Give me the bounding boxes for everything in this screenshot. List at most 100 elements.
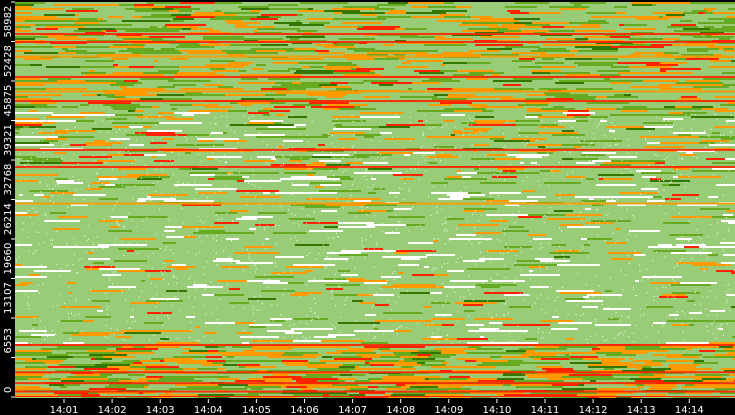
heatmap-cell: [197, 146, 239, 148]
heatmap-cell: [194, 12, 224, 14]
heatmap-cell: [688, 4, 723, 6]
heatmap-cell: [343, 230, 370, 232]
heatmap-cell: [605, 34, 635, 36]
heatmap-cell: [391, 98, 432, 100]
heatmap-cell: [15, 4, 34, 6]
heatmap-cell: [475, 44, 482, 46]
heatmap-cell: [135, 284, 155, 286]
heatmap-cell: [419, 84, 462, 86]
heatmap-cell: [293, 262, 299, 264]
heatmap-cell: [312, 162, 324, 164]
heatmap-cell: [198, 240, 241, 242]
heatmap-cell: [679, 38, 704, 40]
heatmap-cell: [191, 152, 219, 154]
heatmap-cell: [305, 106, 311, 108]
heatmap-cell: [727, 52, 735, 54]
heatmap-cell: [91, 212, 123, 214]
heatmap-cell: [673, 182, 695, 184]
heatmap-cell: [284, 254, 327, 256]
heatmap-cell: [382, 60, 406, 62]
heatmap-cell: [249, 200, 260, 202]
heatmap-cell: [55, 122, 61, 124]
heatmap-cell: [310, 182, 342, 184]
heatmap-cell: [125, 158, 164, 160]
heatmap-cell: [610, 122, 643, 124]
heatmap-cell: [700, 192, 715, 194]
heatmap-cell: [286, 54, 292, 56]
heatmap-cell: [152, 8, 173, 10]
heatmap-cell: [245, 308, 279, 310]
heatmap-cell: [128, 172, 159, 174]
heatmap-cell: [275, 10, 298, 12]
heatmap-cell: [375, 48, 412, 50]
heatmap-cell: [510, 282, 545, 284]
heatmap-cell: [247, 24, 289, 26]
heatmap-cell: [72, 122, 112, 124]
heatmap-cell: [688, 280, 702, 282]
heatmap-cell: [131, 70, 158, 72]
heatmap-cell: [529, 266, 545, 268]
heatmap-cell: [164, 182, 188, 184]
heatmap-cell: [222, 6, 238, 8]
heatmap-cell: [434, 146, 454, 148]
heatmap-cell: [25, 20, 36, 22]
heatmap-cell: [665, 160, 688, 162]
heatmap-cell: [135, 160, 154, 162]
heatmap-cell: [552, 14, 568, 16]
heatmap-cell: [356, 68, 384, 70]
heatmap-cell: [315, 130, 343, 132]
heatmap-cell: [615, 130, 625, 132]
heatmap-cell: [517, 244, 552, 246]
heatmap-cell: [421, 22, 462, 24]
heatmap-cell: [188, 182, 222, 184]
heatmap-cell: [230, 78, 241, 80]
heatmap-cell: [47, 104, 53, 106]
heatmap-cell: [272, 116, 280, 118]
heatmap-cell: [693, 152, 702, 154]
heatmap-cell: [471, 6, 505, 8]
heatmap-cell: [290, 208, 321, 210]
heatmap-cell: [591, 150, 606, 152]
heatmap-cell: [233, 112, 248, 114]
heatmap-cell: [482, 44, 523, 46]
heatmap-cell: [565, 58, 592, 60]
heatmap-cell: [396, 200, 408, 202]
heatmap-cell: [244, 246, 273, 248]
heatmap-cell: [341, 160, 345, 162]
heatmap-cell: [55, 318, 89, 320]
heatmap-cell: [352, 310, 388, 312]
heatmap-cell: [133, 136, 147, 138]
heatmap-cell: [241, 290, 246, 292]
heatmap-cell: [394, 108, 411, 110]
heatmap-cell: [61, 306, 101, 308]
heatmap-cell: [357, 60, 382, 62]
heatmap-cell: [190, 174, 215, 176]
heatmap-cell: [401, 258, 416, 260]
heatmap-cell: [310, 66, 323, 68]
heatmap-cell: [342, 182, 357, 184]
heatmap-cell: [719, 58, 735, 60]
heatmap-cell: [76, 46, 109, 48]
heatmap-cell: [79, 256, 92, 258]
heatmap-cell: [254, 30, 258, 32]
heatmap-cell: [432, 294, 443, 296]
heatmap-cell: [272, 58, 305, 60]
heatmap-cell: [340, 92, 361, 94]
heatmap-cell: [651, 36, 693, 38]
heatmap-cell: [56, 38, 97, 40]
heatmap-cell: [79, 14, 90, 16]
heatmap-cell: [188, 156, 207, 158]
heatmap-cell: [699, 246, 735, 248]
heatmap-cell: [315, 194, 333, 196]
heatmap-cell: [692, 238, 734, 240]
heatmap-cell: [688, 160, 716, 162]
heatmap-cell: [712, 34, 718, 36]
heatmap-cell: [105, 184, 115, 186]
heatmap-cell: [675, 92, 685, 94]
heatmap-cell: [633, 42, 644, 44]
heatmap-cell: [420, 8, 452, 10]
heatmap-cell: [33, 200, 62, 202]
heatmap-cell: [569, 248, 608, 250]
heatmap-cell: [131, 218, 143, 220]
heatmap-cell: [207, 48, 243, 50]
